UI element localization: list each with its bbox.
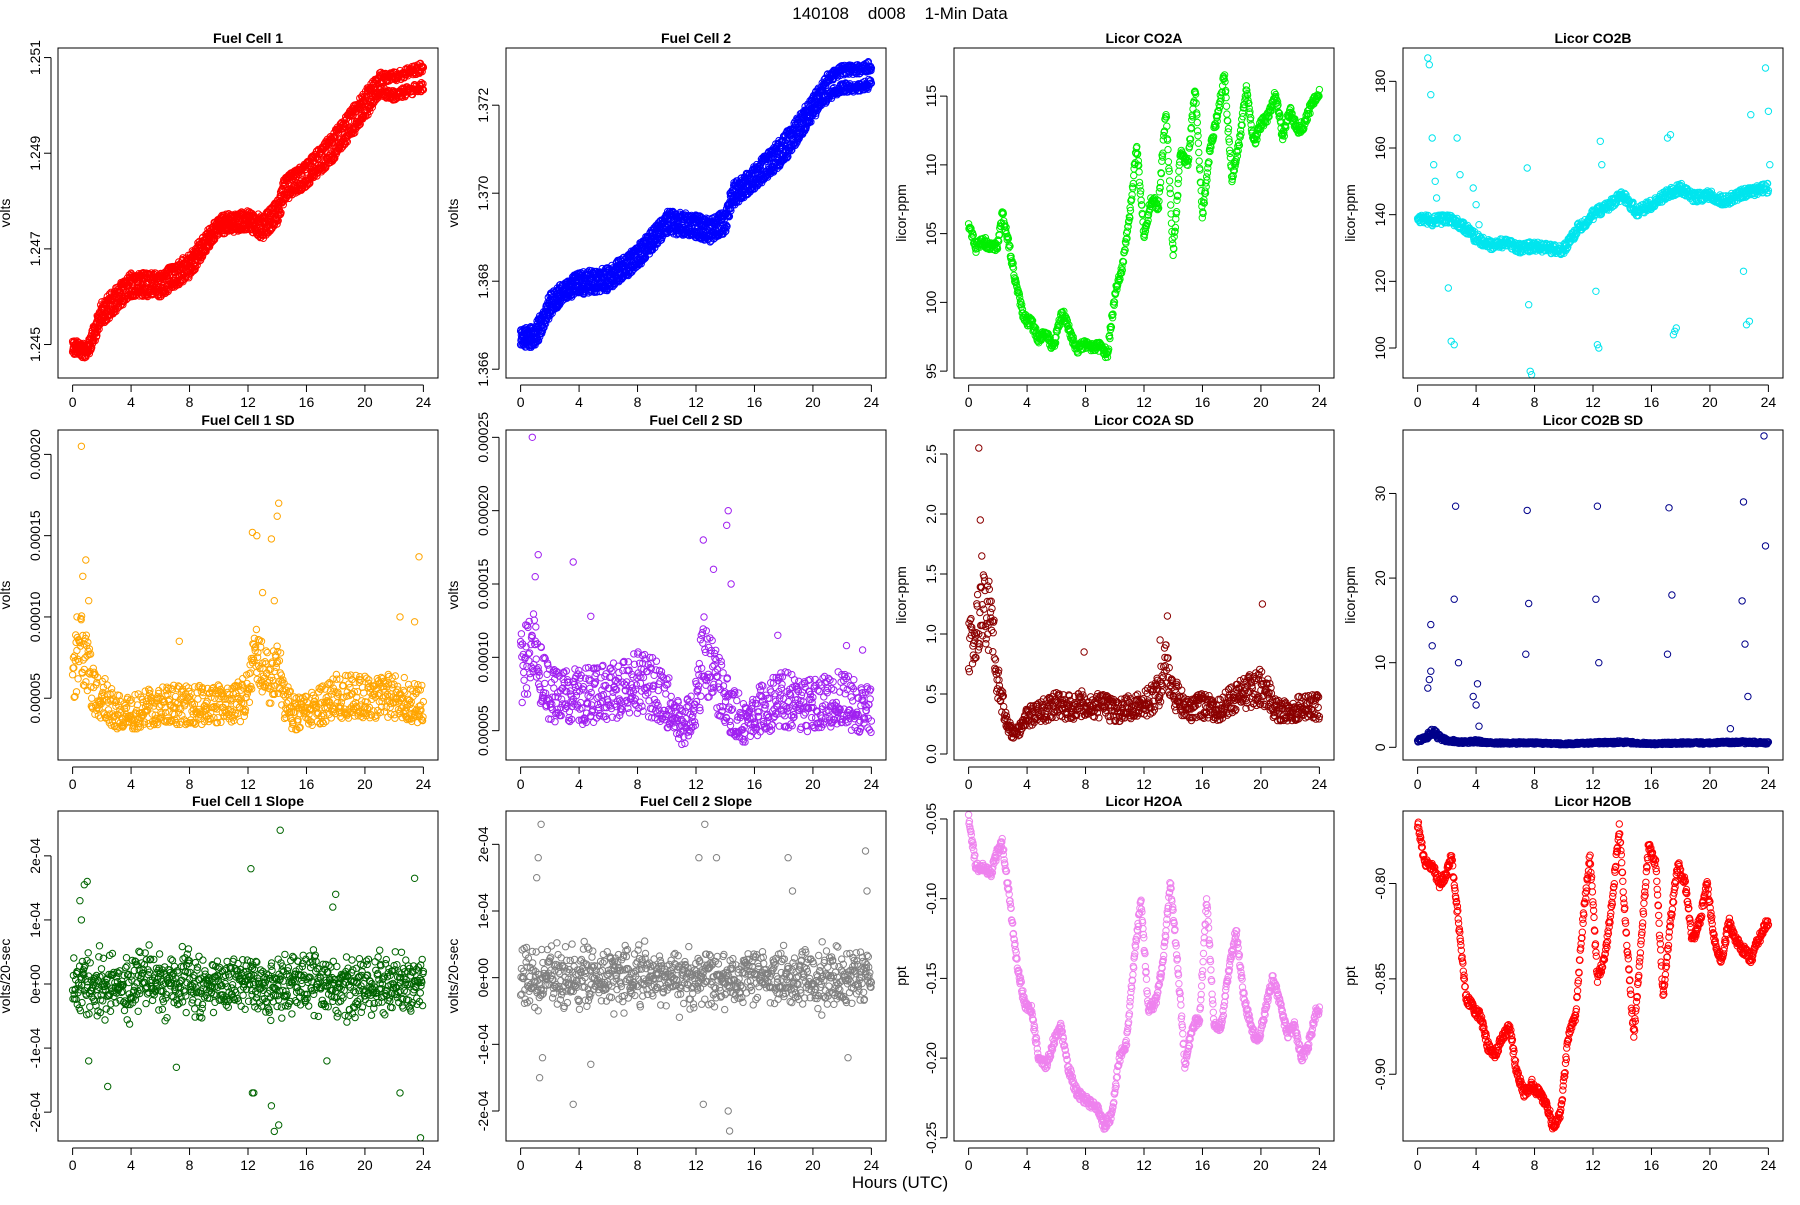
- y-tick-label: 1.247: [27, 231, 43, 266]
- y-tick-label: 1.372: [475, 87, 491, 122]
- data-point: [1129, 192, 1135, 198]
- data-point: [1139, 202, 1145, 208]
- x-tick-label: 4: [575, 394, 583, 410]
- y-tick-label: 95: [923, 363, 939, 379]
- x-axis: 0 4 8 12 16 20 24: [965, 385, 1328, 410]
- x-tick-label: 8: [186, 394, 194, 410]
- y-axis-label: volts: [445, 199, 461, 228]
- data-point: [1167, 190, 1173, 196]
- x-tick-label: 16: [1195, 394, 1211, 410]
- y-axis: 1.245 1.247 1.249 1.251: [27, 40, 51, 362]
- data-point: [1165, 146, 1171, 152]
- chart-title: Licor CO2B: [1554, 30, 1631, 46]
- x-tick-label: 16: [299, 394, 315, 410]
- x-tick-label: 12: [688, 394, 704, 410]
- y-tick-label: 110: [923, 154, 939, 177]
- chart-title: Licor CO2A: [1105, 30, 1182, 46]
- data-point: [1196, 158, 1202, 164]
- x-tick-label: 8: [1082, 394, 1090, 410]
- data-points: [517, 59, 874, 351]
- data-point: [1194, 119, 1200, 125]
- y-tick-label: 1.366: [475, 351, 491, 386]
- data-point: [970, 232, 976, 238]
- y-axis-label: licor-ppm: [1342, 184, 1358, 242]
- x-tick-label: 20: [357, 394, 373, 410]
- x-tick-label: 24: [864, 394, 880, 410]
- y-tick-label: 1.245: [27, 327, 43, 362]
- y-axis-label: licor-ppm: [893, 184, 909, 242]
- y-tick-label: 1.370: [475, 175, 491, 210]
- x-tick-label: 24: [1312, 394, 1328, 410]
- x-tick-label: 24: [416, 394, 432, 410]
- y-axis: 95 100 105 110 115: [923, 85, 947, 379]
- x-tick-label: 20: [805, 394, 821, 410]
- x-tick-label: 12: [240, 394, 256, 410]
- chart-title: Fuel Cell 1: [213, 30, 283, 46]
- x-tick-label: 0: [965, 394, 973, 410]
- data-points: [965, 72, 1322, 361]
- data-point: [1136, 169, 1142, 175]
- data-points: [1414, 55, 1773, 378]
- x-axis: 0 4 8 12 16 20 24: [69, 385, 432, 410]
- chart-panel-3: Licor CO2A licor-ppm 0 4 8 12 16 20 24 95 100 105 11…: [893, 30, 1334, 410]
- x-tick-label: 4: [127, 394, 135, 410]
- x-axis: 0 4 8 12 16 20 24: [517, 385, 880, 410]
- x-tick-label: 0: [69, 394, 77, 410]
- data-point: [1224, 111, 1230, 117]
- y-tick-label: 1.249: [27, 135, 43, 170]
- data-point: [1176, 168, 1182, 174]
- data-point: [1165, 159, 1171, 165]
- data-point: [1203, 184, 1209, 190]
- x-tick-label: 8: [634, 394, 642, 410]
- data-point: [1223, 103, 1229, 109]
- data-point: [1196, 149, 1202, 155]
- data-points: [69, 60, 426, 361]
- data-point: [1195, 133, 1201, 139]
- data-point: [1170, 252, 1176, 258]
- chart-title: Fuel Cell 2: [661, 30, 731, 46]
- data-point: [1175, 176, 1181, 182]
- x-tick-label: 20: [1253, 394, 1269, 410]
- y-tick-label: 105: [923, 222, 939, 246]
- y-tick-label: 115: [923, 85, 939, 108]
- data-point: [1168, 202, 1174, 208]
- y-axis: 1.366 1.368 1.370 1.372: [475, 87, 499, 386]
- x-tick-label: 16: [747, 394, 763, 410]
- data-point: [1166, 178, 1172, 184]
- figure-title: 140108 d008 1-Min Data: [792, 4, 1008, 23]
- y-tick-label: 1.251: [27, 40, 43, 75]
- y-tick-label: 1.368: [475, 263, 491, 298]
- x-tick-label: 4: [1023, 394, 1031, 410]
- data-point: [1195, 140, 1201, 146]
- x-tick-label: 12: [1136, 394, 1152, 410]
- figure-x-axis-label: Hours (UTC): [852, 1173, 948, 1192]
- y-axis-label: volts: [0, 199, 13, 228]
- data-point: [1172, 224, 1178, 230]
- x-tick-label: 0: [517, 394, 525, 410]
- y-tick-label: 100: [923, 290, 939, 314]
